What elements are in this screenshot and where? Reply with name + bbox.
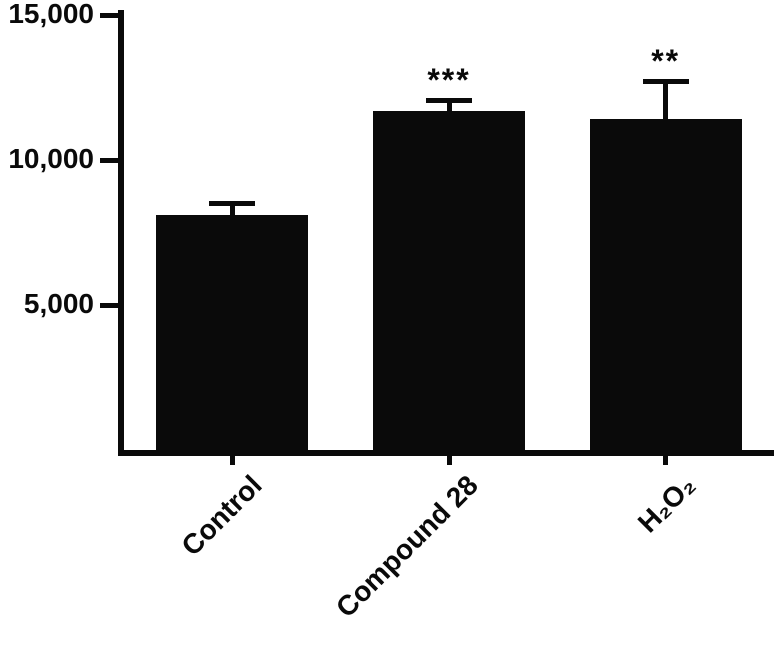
data-bar [589,119,742,450]
error-bar-cap [642,78,689,84]
x-axis-tick [229,456,235,465]
x-axis-tick [663,456,669,465]
plot-area: 5,000 10,000 15,000 *** ** [8,0,774,465]
data-bar [373,110,525,450]
error-bar-stem [229,201,235,226]
error-bar-stem [663,78,669,130]
x-category-label: Control [175,469,268,562]
y-axis-tick-label: 5,000 [23,288,94,319]
significance-label: ** [651,42,681,79]
y-axis-tick-label: 10,000 [8,143,94,174]
error-bar-cap [426,97,472,103]
data-bar [156,215,309,450]
y-axis-tick-label: 15,000 [8,0,94,29]
error-bar-stem [446,97,452,121]
x-axis-tick [446,456,452,465]
y-axis-tick [100,302,118,308]
y-axis-tick [100,157,118,163]
y-axis-tick [100,12,118,18]
error-bar-cap [209,201,256,207]
x-category-label: Compound 28 [330,469,485,624]
x-category-label: H₂O₂ [631,469,701,539]
significance-label: *** [427,61,471,98]
